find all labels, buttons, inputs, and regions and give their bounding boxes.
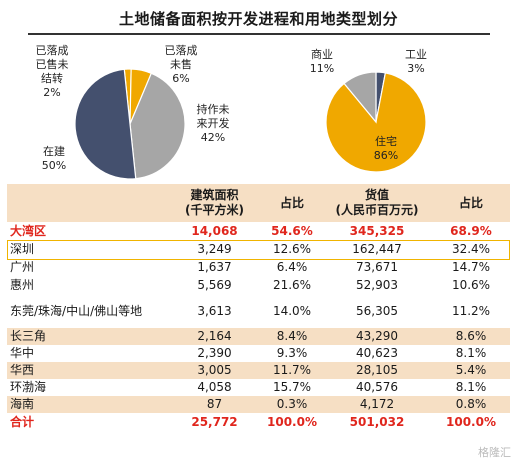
cell-area-pct: 15.7%: [272, 380, 312, 394]
header-area-pct: 占比: [279, 195, 304, 210]
table-row: 大湾区 14,068 54.6% 345,325 68.9%: [7, 222, 510, 240]
pie2-label-industrial: 工业 3%: [405, 48, 427, 75]
cell-area-pct: 0.3%: [276, 397, 308, 411]
watermark: 格隆汇: [478, 446, 511, 459]
pie1-label-unsold: 已落成 未售 6%: [164, 44, 198, 85]
pie2-label-commercial: 商业 11%: [309, 48, 335, 75]
cell-region: 合计: [10, 414, 35, 429]
pie2-slice-2: [343, 71, 377, 124]
pie1-label-sold-undelivered: 已落成 已售未 结转 2%: [35, 44, 69, 99]
pie1-label-future: 持作未 来开发 42%: [196, 103, 230, 144]
cell-area: 4,058: [197, 380, 232, 394]
header-area-line2: (千平方米): [185, 203, 244, 217]
pie1-label-construction: 在建 50%: [41, 145, 67, 172]
header-value-line2: (人民币百万元): [335, 203, 419, 217]
cell-region: 东莞/珠海/中山/佛山等地: [10, 303, 143, 318]
cell-value: 345,325: [349, 223, 405, 238]
cell-area: 1,637: [197, 259, 232, 274]
table-row: 环渤海 4,058 15.7% 40,576 8.1%: [7, 379, 510, 396]
cell-area: 5,569: [197, 277, 232, 292]
cell-value-pct: 8.1%: [455, 380, 487, 394]
table-row: 深圳 3,249 12.6% 162,447 32.4%: [7, 240, 510, 258]
cell-area-pct: 100.0%: [267, 414, 317, 429]
cell-region: 华西: [10, 363, 35, 377]
cell-area-pct: 12.6%: [272, 241, 312, 256]
cell-area-pct: 54.6%: [271, 223, 313, 238]
cell-area-pct: 6.4%: [276, 259, 308, 274]
cell-value-pct: 100.0%: [446, 414, 496, 429]
cell-value: 40,576: [356, 380, 398, 394]
header-value-pct: 占比: [458, 195, 483, 210]
table-row: 海南 87 0.3% 4,172 0.8%: [7, 396, 510, 413]
header-area-line1: 建筑面积: [190, 188, 239, 202]
header-area: 建筑面积 (千平方米): [167, 184, 262, 222]
chart-title: 土地储备面积按开发进程和用地类型划分: [118, 10, 398, 28]
cell-value: 162,447: [352, 241, 402, 256]
cell-value-pct: 68.9%: [450, 223, 492, 238]
pie-chart-landuse: [325, 71, 427, 173]
cell-area: 3,613: [197, 303, 232, 318]
cell-value-pct: 0.8%: [455, 397, 487, 411]
cell-region: 海南: [10, 397, 35, 411]
pie2-label-residential: 住宅 86%: [373, 135, 399, 162]
cell-value: 52,903: [356, 277, 398, 292]
cell-area-pct: 11.7%: [272, 363, 312, 377]
cell-region: 大湾区: [10, 223, 47, 238]
cell-value: 40,623: [356, 346, 398, 360]
cell-value: 501,032: [349, 414, 405, 429]
cell-value: 4,172: [359, 397, 395, 411]
cell-value-pct: 32.4%: [451, 241, 491, 256]
land-reserve-table: 建筑面积 (千平方米) 占比 货值 (人民币百万元) 占比 大湾区 14,068 5…: [7, 184, 510, 431]
table-row: 东莞/珠海/中山/佛山等地 3,613 14.0% 56,305 11.2%: [7, 294, 510, 328]
cell-value-pct: 8.1%: [455, 346, 487, 360]
header-region: [7, 184, 167, 222]
cell-region: 深圳: [10, 241, 35, 256]
title-divider: [28, 33, 490, 35]
cell-value-pct: 11.2%: [451, 303, 491, 318]
cell-area: 3,005: [197, 363, 232, 377]
pie-chart-progress: [74, 68, 186, 180]
cell-value-pct: 14.7%: [451, 259, 491, 274]
cell-area: 2,390: [197, 346, 232, 360]
table-row: 惠州 5,569 21.6% 52,903 10.6%: [7, 276, 510, 294]
header-value: 货值 (人民币百万元): [322, 184, 432, 222]
table-header-row: 建筑面积 (千平方米) 占比 货值 (人民币百万元) 占比: [7, 184, 510, 222]
cell-area-pct: 9.3%: [276, 346, 308, 360]
cell-area: 2,164: [197, 329, 232, 343]
cell-value-pct: 10.6%: [451, 277, 491, 292]
cell-area: 14,068: [191, 223, 238, 238]
cell-region: 广州: [10, 259, 35, 274]
cell-value-pct: 8.6%: [455, 329, 487, 343]
pie1-slice-3: [74, 68, 137, 180]
cell-value-pct: 5.4%: [455, 363, 487, 377]
cell-area-pct: 14.0%: [272, 303, 312, 318]
table-row: 华中 2,390 9.3% 40,623 8.1%: [7, 345, 510, 362]
cell-value: 28,105: [356, 363, 398, 377]
table-row: 合计 25,772 100.0% 501,032 100.0%: [7, 413, 510, 431]
cell-region: 华中: [10, 346, 35, 360]
pie1-slice-2: [129, 72, 186, 180]
cell-area-pct: 21.6%: [272, 277, 312, 292]
cell-area: 25,772: [191, 414, 238, 429]
table-row: 华西 3,005 11.7% 28,105 5.4%: [7, 362, 510, 379]
cell-value: 73,671: [356, 259, 398, 274]
cell-area-pct: 8.4%: [276, 329, 308, 343]
cell-value: 56,305: [356, 303, 398, 318]
table-row: 长三角 2,164 8.4% 43,290 8.6%: [7, 328, 510, 345]
cell-area: 3,249: [197, 241, 232, 256]
table-row: 广州 1,637 6.4% 73,671 14.7%: [7, 258, 510, 276]
cell-region: 惠州: [10, 277, 35, 292]
cell-region: 环渤海: [10, 380, 47, 394]
cell-area: 87: [206, 397, 223, 411]
cell-value: 43,290: [356, 329, 398, 343]
header-value-line1: 货值: [364, 188, 389, 202]
cell-region: 长三角: [10, 329, 47, 343]
